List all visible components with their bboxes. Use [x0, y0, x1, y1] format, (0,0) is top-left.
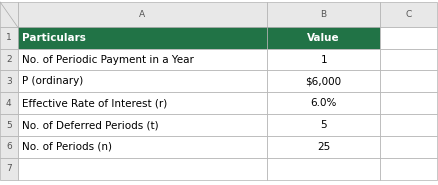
Bar	[380, 114, 437, 136]
Bar	[0, 27, 18, 49]
Text: 1: 1	[6, 33, 12, 42]
Text: $6,000: $6,000	[306, 76, 342, 86]
Text: C: C	[406, 10, 412, 19]
Bar	[380, 136, 437, 158]
Bar	[267, 49, 380, 70]
Bar	[0, 49, 18, 70]
Bar	[267, 114, 380, 136]
Text: Value: Value	[307, 33, 340, 43]
Text: A: A	[139, 10, 145, 19]
Text: 4: 4	[6, 99, 11, 108]
Bar	[0, 136, 18, 158]
Text: 6: 6	[6, 142, 12, 151]
Bar	[267, 158, 380, 180]
Text: No. of Periodic Payment in a Year: No. of Periodic Payment in a Year	[22, 55, 194, 65]
Bar	[18, 49, 267, 70]
Bar	[380, 158, 437, 180]
Text: No. of Deferred Periods (t): No. of Deferred Periods (t)	[22, 120, 159, 130]
Text: 2: 2	[6, 55, 11, 64]
Bar	[0, 92, 18, 114]
Bar	[18, 158, 267, 180]
Bar	[380, 2, 437, 27]
Bar	[18, 136, 267, 158]
Bar	[0, 2, 18, 27]
Text: B: B	[321, 10, 327, 19]
Text: 6.0%: 6.0%	[311, 98, 337, 108]
Bar	[0, 70, 18, 92]
Text: 5: 5	[6, 121, 12, 130]
Bar	[0, 158, 18, 180]
Bar	[267, 136, 380, 158]
Bar	[0, 114, 18, 136]
Bar	[380, 49, 437, 70]
Text: 25: 25	[317, 142, 330, 152]
Text: No. of Periods (n): No. of Periods (n)	[22, 142, 112, 152]
Bar	[380, 27, 437, 49]
Bar	[18, 2, 267, 27]
Bar	[18, 27, 267, 49]
Text: 7: 7	[6, 164, 12, 173]
Bar	[380, 70, 437, 92]
Bar	[18, 70, 267, 92]
Bar	[267, 92, 380, 114]
Bar	[380, 92, 437, 114]
Text: 1: 1	[320, 55, 327, 65]
Bar	[267, 70, 380, 92]
Bar	[18, 114, 267, 136]
Text: 3: 3	[6, 77, 12, 86]
Bar	[267, 27, 380, 49]
Text: Particulars: Particulars	[22, 33, 86, 43]
Bar	[267, 2, 380, 27]
Text: Effective Rate of Interest (r): Effective Rate of Interest (r)	[22, 98, 167, 108]
Text: P (ordinary): P (ordinary)	[22, 76, 83, 86]
Bar	[18, 92, 267, 114]
Text: 5: 5	[320, 120, 327, 130]
